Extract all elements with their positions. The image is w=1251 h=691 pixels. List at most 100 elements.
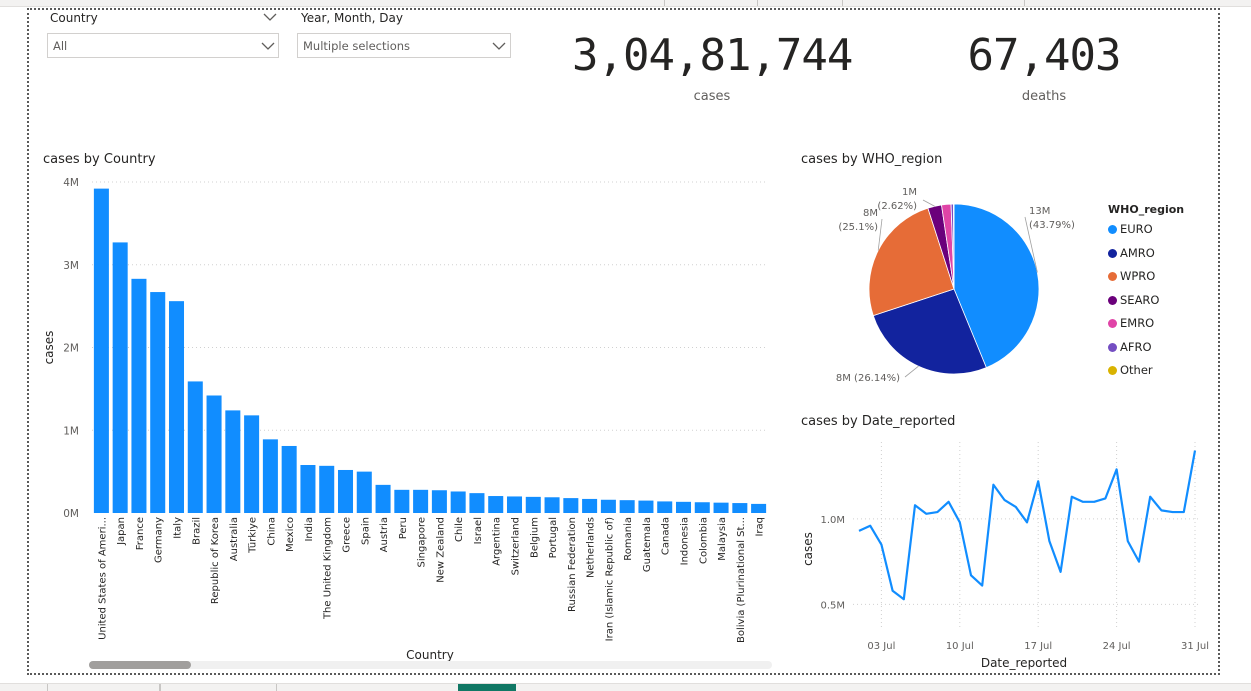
pie-slice-amro (872, 288, 987, 375)
pie-data-label: (25.1%) (838, 222, 878, 233)
bar-12 (319, 465, 335, 513)
bar-x-tick-label: Portugal (548, 517, 559, 558)
bar-7 (225, 410, 241, 513)
bar-x-tick-label: Republic of Korea (210, 517, 221, 604)
ribbon-separator (664, 0, 665, 6)
bar-x-tick-label: Austria (379, 517, 390, 552)
line-y-tick-label: 1.0M (820, 515, 845, 526)
bar-23 (525, 496, 541, 513)
legend-item-wpro[interactable]: WPRO (1108, 268, 1155, 284)
bar-x-tick-label: Switzerland (511, 517, 522, 575)
bar-x-tick-label: Netherlands (586, 517, 597, 578)
bar-x-tick-label: The United Kingdom (323, 517, 334, 620)
report-page-frame (27, 8, 1220, 675)
legend-item-label: AMRO (1120, 245, 1155, 260)
bar-3 (150, 292, 166, 513)
bar-5 (187, 381, 203, 513)
bar-y-tick-label: 3M (63, 260, 79, 272)
bar-29 (638, 500, 654, 513)
bar-x-tick-label: Greece (342, 517, 353, 553)
bar-y-tick-label: 1M (63, 425, 79, 437)
legend-item-searo[interactable]: SEARO (1108, 292, 1159, 308)
legend-item-label: WPRO (1120, 269, 1156, 283)
pie-data-label: 8M (863, 208, 878, 219)
pie-leader-line (877, 218, 883, 251)
ribbon-separator (1024, 0, 1025, 6)
cases-card-label: cases (693, 89, 731, 104)
bar-x-tick-label: Mexico (285, 517, 296, 552)
legend-item-label: SEARO (1120, 292, 1160, 307)
bar-9 (262, 439, 278, 513)
line-y-axis-title: cases (801, 532, 815, 566)
bar-y-tick-label: 4M (63, 177, 79, 189)
ribbon-separator (757, 0, 758, 6)
date-slicer-dropdown[interactable]: Multiple selections (297, 33, 511, 58)
line-x-tick-label: 03 Jul (867, 641, 895, 652)
bar-22 (506, 496, 523, 513)
cases-by-country-bar-chart[interactable]: 0M 1M 2M 3M 4M United States of Ameri... Japan… (30, 170, 780, 665)
bar-y-axis-title: cases (42, 331, 56, 365)
pie-data-label: (2.62%) (877, 201, 917, 212)
bar-x-tick-label: France (135, 517, 146, 550)
bar-0 (93, 188, 109, 513)
page-tab[interactable] (160, 684, 277, 691)
line-y-tick-label: 0.5M (820, 600, 845, 611)
bar-x-tick-label: Bolivia (Plurinational St... (736, 517, 747, 643)
date-slicer-value: Multiple selections (303, 39, 411, 53)
bar-10 (281, 445, 297, 513)
legend-item-amro[interactable]: AMRO (1108, 245, 1155, 261)
bar-6 (206, 395, 222, 513)
legend-dot-icon (1108, 319, 1117, 328)
ribbon-separator (842, 0, 843, 6)
line-x-tick-label: 10 Jul (946, 641, 974, 652)
bar-x-tick-label: Argentina (492, 517, 503, 566)
bar-x-tick-label: United States of Ameri... (97, 517, 108, 640)
cases-by-who-region-pie-chart[interactable]: 13M (43.79%) 8M (26.14%) 8M (25.1%) 1M (2.62%) (820, 175, 1100, 390)
bar-20 (469, 493, 485, 513)
bar-34 (732, 503, 748, 513)
bar-x-tick-label: Iran (Islamic Republic of) (604, 517, 615, 641)
deaths-card-value: 67,403 (967, 30, 1122, 81)
bar-chart-title: cases by Country (43, 152, 156, 167)
page-tabs-bar (0, 683, 1251, 691)
bar-x-tick-label: Chile (454, 517, 465, 542)
bar-24 (544, 497, 560, 513)
country-slicer-chevron-icon[interactable] (262, 12, 278, 22)
date-slicer-title: Year, Month, Day (301, 11, 403, 25)
bar-chart-horizontal-scrollbar[interactable] (89, 661, 772, 669)
bar-2 (131, 278, 147, 513)
line-x-axis-title: Date_reported (981, 656, 1067, 670)
pie-legend-title: WHO_region (1108, 203, 1185, 216)
legend-item-other[interactable]: Other (1108, 362, 1153, 378)
legend-dot-icon (1108, 295, 1117, 305)
bar-x-tick-label: Spain (360, 517, 371, 545)
country-slicer-title: Country (50, 11, 98, 25)
bar-19 (450, 491, 466, 513)
pie-slice-other (953, 203, 955, 290)
pie-leader-line (922, 199, 935, 207)
page-tab-active[interactable] (458, 684, 516, 691)
line-x-tick-label: 31 Jul (1181, 641, 1209, 652)
bar-13 (337, 469, 354, 513)
bar-x-tick-label: Indonesia (680, 517, 691, 565)
legend-dot-icon (1108, 248, 1117, 258)
cases-by-date-line-chart[interactable]: 0.5M 1.0M 03 Jul 10 Jul 17 Jul 24 Jul 31 Jul ca… (795, 430, 1215, 675)
legend-dot-icon (1108, 342, 1117, 352)
bar-33 (713, 502, 729, 513)
pie-slice-wpro (868, 207, 955, 317)
bar-x-tick-label: Guatemala (642, 517, 653, 572)
pie-data-label: 13M (1029, 206, 1050, 217)
bar-32 (694, 502, 710, 513)
bar-x-tick-label: Japan (116, 517, 127, 546)
scrollbar-thumb[interactable] (89, 661, 191, 669)
country-slicer-dropdown[interactable]: All (47, 33, 279, 58)
legend-item-emro[interactable]: EMRO (1108, 315, 1154, 331)
legend-item-afro[interactable]: AFRO (1108, 339, 1152, 355)
pie-data-label: (43.79%) (1029, 220, 1075, 231)
bar-x-tick-label: New Zealand (435, 517, 446, 583)
page-tab[interactable] (47, 684, 160, 691)
bar-8 (244, 415, 260, 513)
legend-item-euro[interactable]: EURO (1108, 221, 1153, 237)
bar-x-tick-label: Germany (154, 517, 165, 563)
